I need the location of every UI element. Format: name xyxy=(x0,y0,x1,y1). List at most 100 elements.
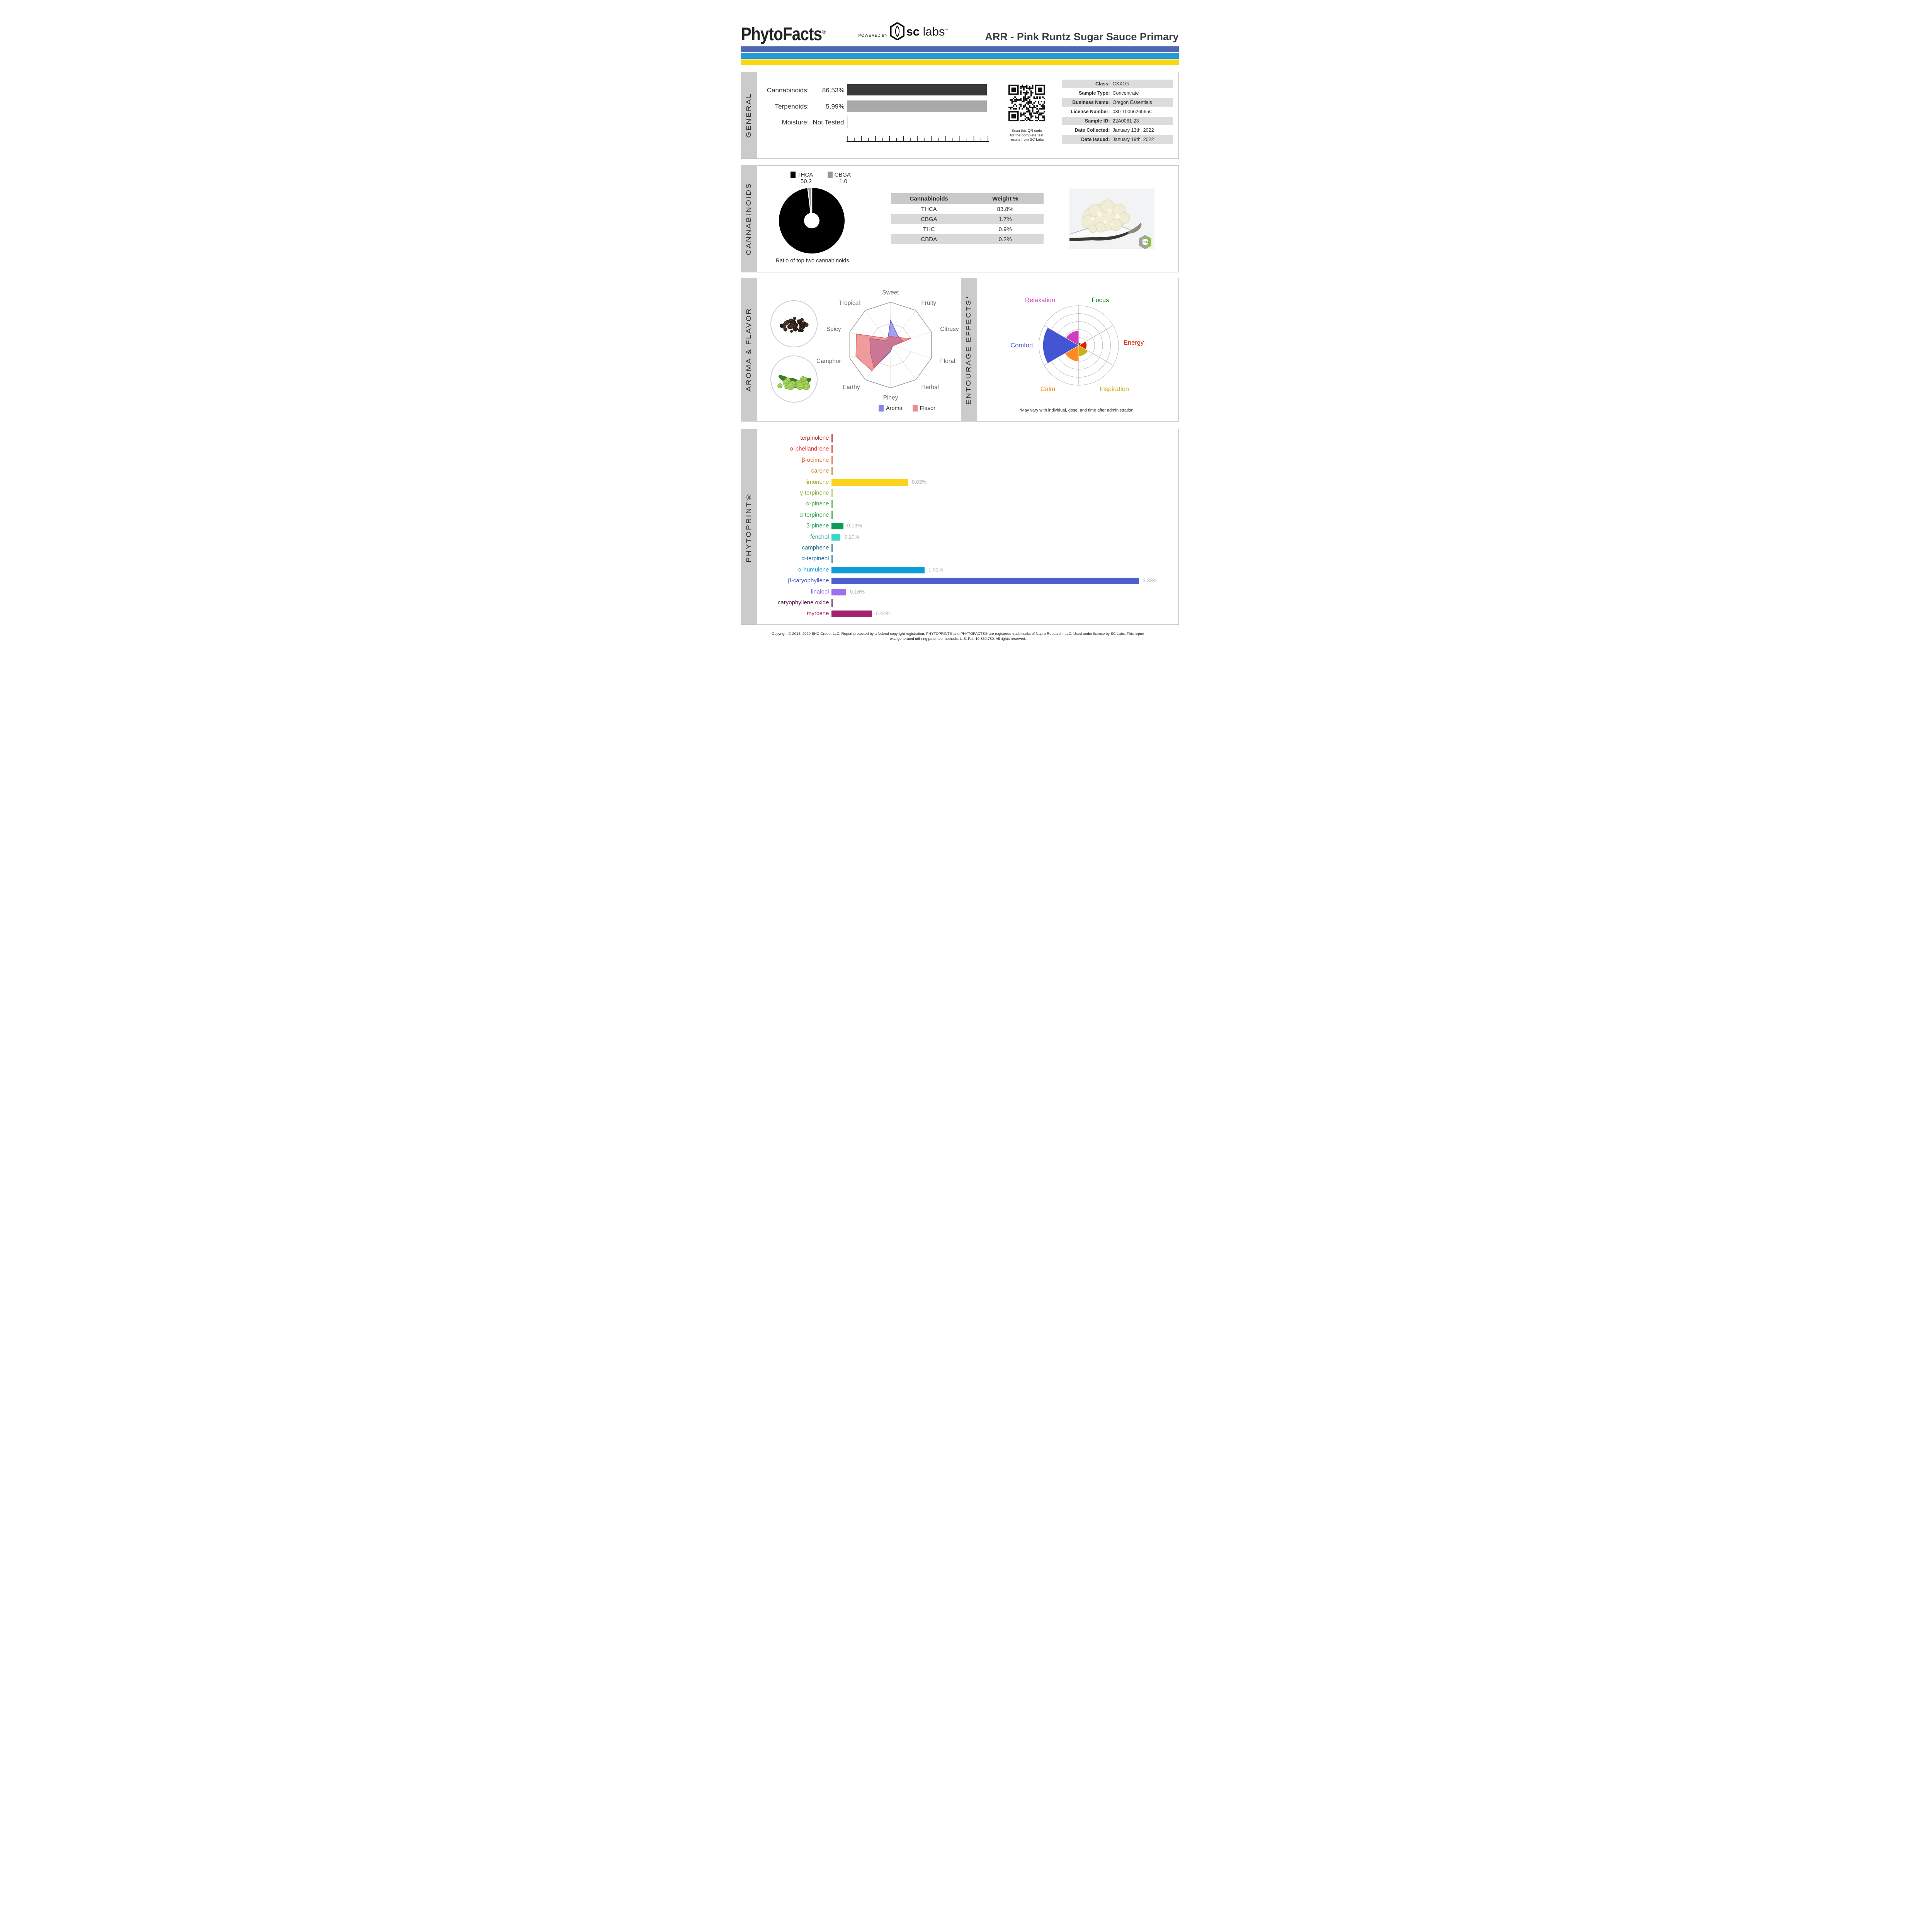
info-value: 030-1006626565C xyxy=(1112,109,1153,114)
terpene-name: limonene xyxy=(805,478,829,485)
phytofacts-logo: PhytoFacts® xyxy=(741,24,826,44)
cannabinoid-row-cbga: CBGA 1.7% xyxy=(891,214,1044,224)
terpene-bar xyxy=(831,611,872,617)
terpene-name: α-pinene xyxy=(806,500,829,507)
cannabinoid-row-cbda: CBDA 0.2% xyxy=(891,234,1044,244)
general-moisture-label: Moisture: xyxy=(782,119,809,126)
section-phytoprint: PHYTOPRINT® terpinolene α-phellandrene β-o… xyxy=(740,429,1179,625)
info-row-sample-id: Sample ID: 22A0061-23 xyxy=(1061,117,1173,125)
terpene-zero-tick xyxy=(831,467,833,476)
entourage-label-relaxation: Relaxation xyxy=(1025,297,1055,304)
section-entourage-label: ENTOURAGE EFFECTS* xyxy=(965,294,972,405)
cannabinoid-name: CBGA xyxy=(920,216,937,223)
terpene-row-β-ocimene: β-ocimene xyxy=(741,455,1158,466)
cannabinoid-weight: 0.9% xyxy=(998,226,1012,233)
terpene-row-β-caryophyllene: β-caryophyllene 3.33% xyxy=(741,576,1158,587)
info-value: Oregon Essentials xyxy=(1112,100,1152,105)
radar-axis-sweet: Sweet xyxy=(882,289,899,296)
terpene-row-α-terpinene: α-terpinene xyxy=(741,510,1158,521)
terpene-zero-tick xyxy=(831,445,833,454)
terpene-name: γ-terpinene xyxy=(800,490,829,496)
section-aroma-flavor: AROMA & FLAVOR Sweet Fruity Citrusy Floral H… xyxy=(740,278,1179,422)
general-terpenoids-bar xyxy=(847,100,987,112)
info-value: 22A0061-23 xyxy=(1112,118,1139,124)
legend-swatch xyxy=(790,172,796,178)
info-row-date-issued: Date Issued: January 19th, 2022 xyxy=(1061,135,1173,144)
section-general: GENERAL Cannabinoids: 86.53% Terpenoids:… xyxy=(740,72,1179,159)
terpene-row-α-phellandrene: α-phellandrene xyxy=(741,444,1158,455)
terpene-row-carene: carene xyxy=(741,466,1158,477)
terpene-bar xyxy=(831,523,843,530)
section-entourage-sidebar: ENTOURAGE EFFECTS* xyxy=(961,278,977,421)
section-phytoprint-sidebar: PHYTOPRINT® xyxy=(741,429,757,624)
entourage-label-focus: Focus xyxy=(1091,297,1109,304)
sample-info-table: Class: CXX1G Sample Type: Concentrate Busine… xyxy=(1061,80,1173,145)
legend-item-flavor: Flavor xyxy=(912,405,935,412)
terpene-name: myrcene xyxy=(806,610,829,617)
info-row-business-name: Business Name: Oregon Essentials xyxy=(1061,98,1173,107)
general-cannabinoids-value: 86.53% xyxy=(822,87,845,94)
entourage-label-comfort: Comfort xyxy=(1010,342,1033,349)
terpene-row-caryophyllene-oxide: caryophyllene oxide xyxy=(741,598,1158,609)
radar-axis-spicy: Spicy xyxy=(826,326,841,332)
section-general-label: GENERAL xyxy=(745,93,753,138)
radar-axis-citrusy: Citrusy xyxy=(940,326,959,332)
qr-caption: Scan this QR code for the complete test … xyxy=(1010,129,1044,142)
terpene-name: β-pinene xyxy=(806,522,829,529)
entourage-label-energy: Energy xyxy=(1124,339,1144,346)
section-cannabinoids-label: CANNABINOIDS xyxy=(745,182,753,255)
section-aroma-sidebar: AROMA & FLAVOR xyxy=(741,278,757,421)
info-value: CXX1G xyxy=(1112,81,1129,87)
info-label: License Number: xyxy=(1071,109,1110,114)
terpene-value: 3.33% xyxy=(1142,578,1158,584)
registered-mark: ® xyxy=(821,29,826,36)
entourage-wedge-calm xyxy=(1064,345,1079,362)
terpene-zero-tick xyxy=(831,500,833,509)
radar-axis-camphor: Camphor xyxy=(817,358,841,365)
terpene-row-linalool: linalool 0.16% xyxy=(741,587,1158,598)
terpene-value: 0.13% xyxy=(847,523,862,529)
terpene-name: β-ocimene xyxy=(802,456,829,463)
col-header-cannabinoids: Cannabinoids xyxy=(910,195,948,202)
section-cannabinoids: CANNABINOIDS Ratio of top two cannabinoi… xyxy=(740,165,1179,272)
info-label: Date Issued: xyxy=(1081,137,1110,142)
terpene-name: α-terpinene xyxy=(799,511,829,518)
terpene-value: 1.01% xyxy=(928,566,944,573)
terpene-row-α-pinene: α-pinene xyxy=(741,499,1158,510)
info-value: January 19th, 2022 xyxy=(1112,137,1154,142)
cannabinoid-name: THC xyxy=(923,226,935,233)
info-label: Date Collected: xyxy=(1074,128,1110,133)
terpene-row-fenchol: fenchol 0.10% xyxy=(741,532,1158,543)
qr-code xyxy=(1008,85,1045,121)
legend-item-thca: THCA 50.2 xyxy=(790,172,826,185)
product-photo: sclabs xyxy=(1069,189,1154,249)
legend-name: THCA xyxy=(797,172,813,178)
legend-value: 50.2 xyxy=(800,178,812,185)
general-cannabinoids-label: Cannabinoids: xyxy=(767,87,809,94)
radar-axis-floral: Floral xyxy=(940,358,955,365)
col-header-weight: Weight % xyxy=(992,195,1018,202)
terpene-name: fenchol xyxy=(810,533,829,540)
radar-axis-herbal: Herbal xyxy=(921,384,939,391)
terpene-value: 0.44% xyxy=(876,611,891,617)
terpene-zero-tick xyxy=(831,599,833,607)
cannabinoid-table: Cannabinoids Weight % THCA 83.8% CBGA 1.7% THC… xyxy=(891,193,1044,244)
terpene-name: camphene xyxy=(802,544,829,551)
cannabinoid-ratio-donut xyxy=(779,187,845,253)
donut-caption: Ratio of top two cannabinoids xyxy=(775,258,849,264)
entourage-footnote: *May vary with individual, dose, and tim… xyxy=(1019,408,1135,413)
footer-copyright: Copyright © 2013, 2020 BHC Group, LLC. R… xyxy=(772,632,1144,641)
terpene-name: α-terpineol xyxy=(801,555,829,562)
legend-label: Flavor xyxy=(920,405,935,412)
sclabs-wordmark: sc labs™ xyxy=(906,25,949,38)
terpene-value: 0.16% xyxy=(850,588,865,595)
terpene-row-camphene: camphene xyxy=(741,543,1158,554)
aroma-flavor-legend: Aroma Flavor xyxy=(857,405,957,412)
terpene-row-α-terpineol: α-terpineol xyxy=(741,554,1158,565)
info-row-class: Class: CXX1G xyxy=(1061,80,1173,88)
terpene-zero-tick xyxy=(831,489,833,497)
brand-bar-yellow xyxy=(740,60,1179,65)
cannabinoid-name: THCA xyxy=(921,206,937,213)
terpene-name: α-phellandrene xyxy=(790,446,829,452)
entourage-effects-chart: Focus Energy Inspiration Calm Comfort Relaxat… xyxy=(1010,297,1144,393)
